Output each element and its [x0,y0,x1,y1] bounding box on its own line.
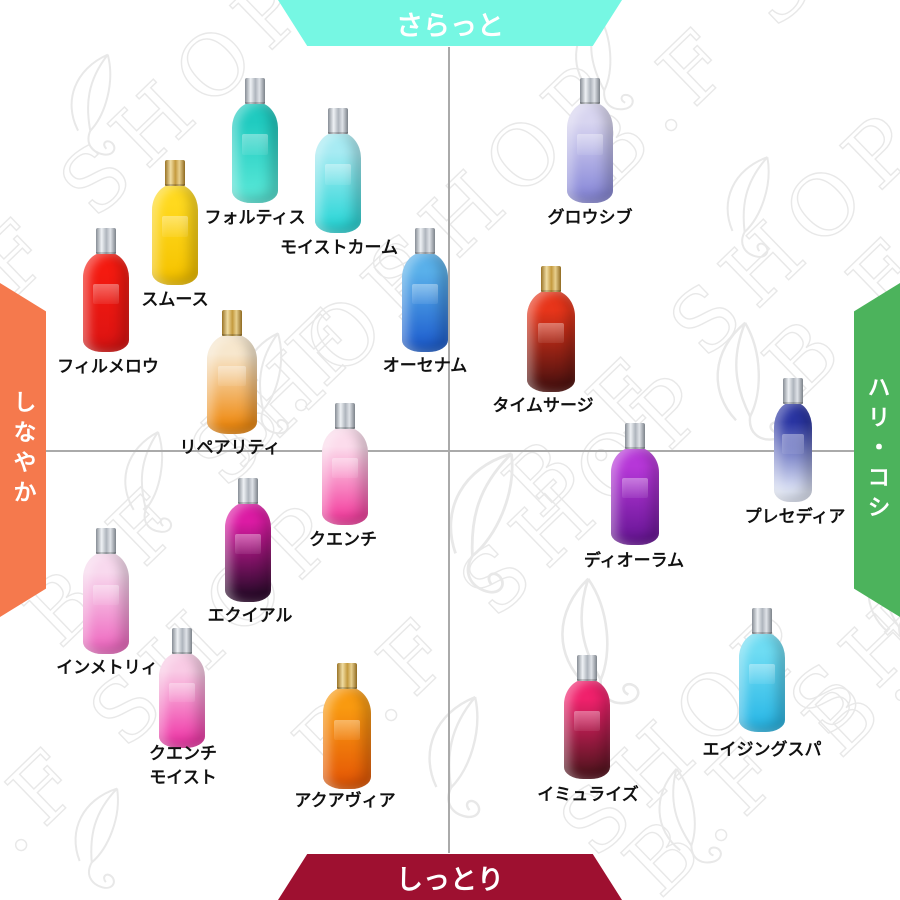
product-bottle [402,228,448,352]
axis-banner-top: さらっと [278,0,622,46]
product-label: クエンチ モイスト [149,744,217,787]
bottle-cap [625,423,645,449]
product-bottle [739,608,785,732]
product-bottle [323,663,371,789]
bottle-cap [541,266,561,292]
bottle-body [315,132,361,233]
bottle-body [207,334,257,434]
product-label: スムース [141,290,209,309]
bottle-cap [580,78,600,104]
product-bottle [83,228,129,352]
bottle-cap [577,655,597,681]
product-label: タイムサージ [492,396,594,415]
bottle-body [159,652,205,748]
bottle-cap [222,310,242,336]
product-label: ディオーラム [583,551,685,570]
product-bottle [567,78,613,203]
bottle-body [83,252,129,352]
bottle-body [322,427,368,525]
bottle-cap [96,228,116,254]
bottle-cap [172,628,192,654]
bottle-body [611,447,659,545]
bottle-cap [328,108,348,134]
bottle-cap [335,403,355,429]
bottle-body [564,679,610,779]
bottle-body [402,252,448,352]
product-label: アクアヴィア [294,791,396,810]
bottle-body [527,290,575,392]
product-bottle [225,478,271,602]
product-label: エイジングスパ [702,740,822,759]
axis-label-shinayaka: しなやか [10,390,36,510]
axis-label-hari-koshi: ハリ・コシ [864,375,890,525]
product-bottle [152,160,198,285]
horizontal-axis-line [46,450,854,452]
product-bottle [315,108,361,233]
axis-banner-left: しなやか [0,283,46,617]
product-bottle [159,628,205,748]
bottle-cap [165,160,185,186]
product-label: インメトリィ [56,658,158,677]
bottle-cap [337,663,357,689]
axis-banner-right: ハリ・コシ [854,283,900,617]
bottle-body [774,402,812,502]
product-label: リペアリティ [179,438,281,457]
bottle-cap [245,78,265,104]
bottle-body [152,184,198,285]
bottle-cap [238,478,258,504]
product-label: エクイアル [207,606,293,625]
axis-label-shittori: しっとり [396,864,504,895]
product-label: クエンチ [309,530,377,549]
axis-label-saratto: さらっと [396,10,504,41]
product-bottle [83,528,129,654]
bottle-body [323,687,371,789]
product-bottle [207,310,257,434]
product-label: イミュライズ [537,785,639,804]
bottle-cap [415,228,435,254]
bottle-cap [96,528,116,554]
product-label: オーセナム [382,356,468,375]
bottle-body [225,502,271,602]
bottle-cap [752,608,772,634]
bottle-body [739,632,785,732]
bottle-body [83,552,129,654]
product-label: フィルメロウ [57,357,159,376]
bottle-body [567,102,613,203]
axis-banner-bottom: しっとり [278,854,622,900]
product-bottle [322,403,368,525]
product-bottle [774,378,812,502]
product-bottle [232,78,278,203]
product-label: グロウシブ [547,208,633,227]
bottle-body [232,102,278,203]
product-bottle [611,423,659,545]
bottle-cap [783,378,803,404]
product-bottle [527,266,575,392]
product-bottle [564,655,610,779]
product-label: モイストカーム [280,238,398,257]
product-label: プレセディア [744,507,846,526]
product-label: フォルティス [204,208,306,227]
